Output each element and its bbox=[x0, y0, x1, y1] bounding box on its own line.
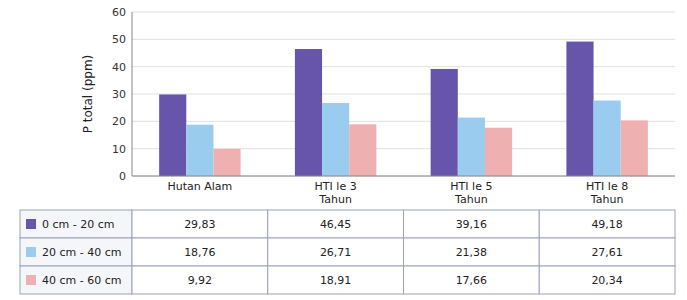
y-tick-label: 0 bbox=[119, 170, 126, 183]
legend-swatch bbox=[26, 275, 36, 285]
bar bbox=[159, 94, 186, 176]
table-cell bbox=[268, 266, 404, 294]
bar bbox=[349, 124, 376, 176]
table-cell bbox=[404, 266, 540, 294]
table-value: 9,92 bbox=[188, 274, 213, 287]
table-value: 18,76 bbox=[184, 246, 216, 259]
x-tick-label: HTI le 3Tahun bbox=[315, 180, 357, 206]
y-tick-label: 20 bbox=[112, 115, 126, 128]
table-cell bbox=[404, 238, 540, 266]
y-axis-label: P total (ppm) bbox=[81, 55, 95, 134]
table-value: 39,16 bbox=[456, 218, 488, 231]
bar bbox=[485, 128, 512, 176]
table-label-cell bbox=[20, 210, 132, 238]
table-cell bbox=[539, 210, 675, 238]
table-value: 46,45 bbox=[320, 218, 352, 231]
table-label-cell bbox=[20, 238, 132, 266]
legend-swatch bbox=[26, 247, 36, 257]
bar bbox=[594, 101, 621, 176]
table-value: 49,18 bbox=[591, 218, 623, 231]
bar bbox=[186, 125, 213, 176]
x-tick-label: HTI le 5Tahun bbox=[450, 180, 492, 206]
table-value: 21,38 bbox=[456, 246, 488, 259]
table-value: 18,91 bbox=[320, 274, 352, 287]
table-label-cell bbox=[20, 266, 132, 294]
table-cell bbox=[132, 238, 268, 266]
x-tick-label: Hutan Alam bbox=[167, 180, 232, 193]
y-tick-label: 10 bbox=[112, 143, 126, 156]
bars bbox=[159, 42, 648, 176]
y-tick-label: 40 bbox=[112, 61, 126, 74]
legend-swatch bbox=[26, 219, 36, 229]
grid-line bbox=[132, 176, 675, 177]
table-cell bbox=[132, 210, 268, 238]
chart: 0 10 20 30 40 50 60 P total (ppm) Hutan Alam HTI … bbox=[0, 0, 687, 300]
table-cell bbox=[268, 210, 404, 238]
y-tick-label: 30 bbox=[112, 88, 126, 101]
bar bbox=[458, 118, 485, 176]
table-value: 20,34 bbox=[591, 274, 623, 287]
table-row-label: 40 cm - 60 cm bbox=[42, 274, 121, 287]
bar bbox=[431, 69, 458, 176]
bar bbox=[621, 120, 648, 176]
x-axis bbox=[132, 176, 675, 177]
bar bbox=[566, 42, 593, 176]
bar bbox=[295, 49, 322, 176]
bar bbox=[322, 103, 349, 176]
table-row-label: 20 cm - 40 cm bbox=[42, 246, 121, 259]
grid bbox=[132, 12, 675, 176]
bar bbox=[213, 149, 240, 176]
table-cell bbox=[268, 238, 404, 266]
table-cell bbox=[539, 238, 675, 266]
table-value: 17,66 bbox=[456, 274, 488, 287]
data-table: 0 cm - 20 cm 29,83 46,45 39,16 49,18 20 cm - … bbox=[20, 210, 675, 294]
y-tick-label: 60 bbox=[112, 6, 126, 19]
grid-line bbox=[132, 39, 675, 40]
y-tick-label: 50 bbox=[112, 33, 126, 46]
table-cell bbox=[539, 266, 675, 294]
table-cell bbox=[132, 266, 268, 294]
y-axis bbox=[132, 12, 133, 176]
table-cell bbox=[404, 210, 540, 238]
table-value: 27,61 bbox=[591, 246, 623, 259]
table-value: 26,71 bbox=[320, 246, 352, 259]
grid-line bbox=[132, 12, 675, 13]
table-value: 29,83 bbox=[184, 218, 216, 231]
table-row-label: 0 cm - 20 cm bbox=[42, 218, 114, 231]
x-tick-label: HTI le 8Tahun bbox=[586, 180, 628, 206]
